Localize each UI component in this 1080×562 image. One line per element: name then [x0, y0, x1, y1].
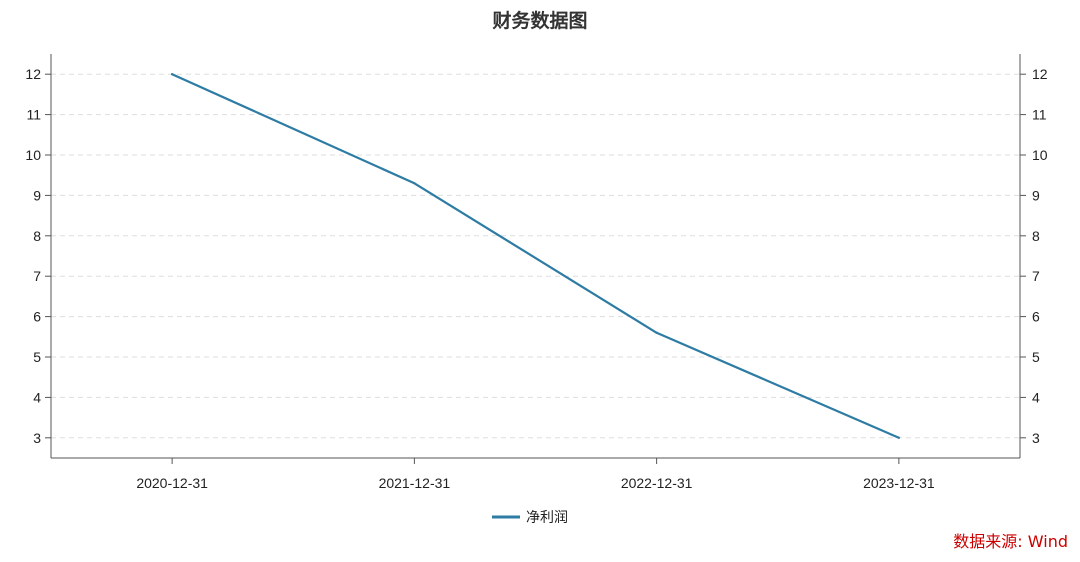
x-tick-label: 2023-12-31	[863, 475, 935, 491]
y-tick-label-left: 7	[33, 268, 41, 284]
y-tick-label-left: 10	[25, 147, 41, 163]
series-line-0	[171, 73, 900, 439]
data-point	[655, 331, 658, 334]
axes: 3 3 4 4 5 5 6 6 7 7 8 8 9 9 10 10 11 11 12 12 2020-12-31 2021…	[25, 54, 1048, 491]
y-tick-label-left: 6	[33, 309, 41, 325]
y-tick-label-left: 9	[33, 187, 41, 203]
x-tick-label: 2020-12-31	[136, 475, 208, 491]
y-tick-label-right: 3	[1032, 430, 1040, 446]
y-tick-label-left: 11	[26, 107, 41, 123]
y-tick-label-right: 9	[1032, 187, 1040, 203]
y-tick-label-right: 7	[1032, 268, 1040, 284]
y-tick-label-right: 12	[1032, 66, 1048, 82]
chart-title: 财务数据图	[492, 9, 587, 32]
y-tick-label-right: 4	[1032, 389, 1040, 405]
y-tick-label-right: 10	[1032, 147, 1048, 163]
y-tick-label-left: 8	[33, 228, 41, 244]
y-tick-label-right: 8	[1032, 228, 1040, 244]
y-tick-label-right: 11	[1032, 107, 1047, 123]
y-tick-label-left: 3	[33, 430, 41, 446]
y-tick-label-left: 4	[33, 389, 41, 405]
legend-label-0: 净利润	[526, 510, 568, 526]
y-tick-label-left: 5	[33, 349, 41, 365]
x-tick-label: 2022-12-31	[621, 475, 693, 491]
series-layer	[170, 73, 901, 439]
data-point	[413, 182, 416, 185]
y-tick-label-right: 5	[1032, 349, 1040, 365]
legend: 净利润	[492, 510, 568, 526]
grid-lines	[51, 73, 1020, 439]
y-tick-label-left: 12	[25, 66, 41, 82]
data-point	[897, 436, 901, 439]
x-tick-label: 2021-12-31	[379, 475, 451, 491]
source-note: 数据来源: Wind	[953, 532, 1068, 551]
data-point	[170, 73, 174, 76]
y-tick-label-right: 6	[1032, 309, 1040, 325]
